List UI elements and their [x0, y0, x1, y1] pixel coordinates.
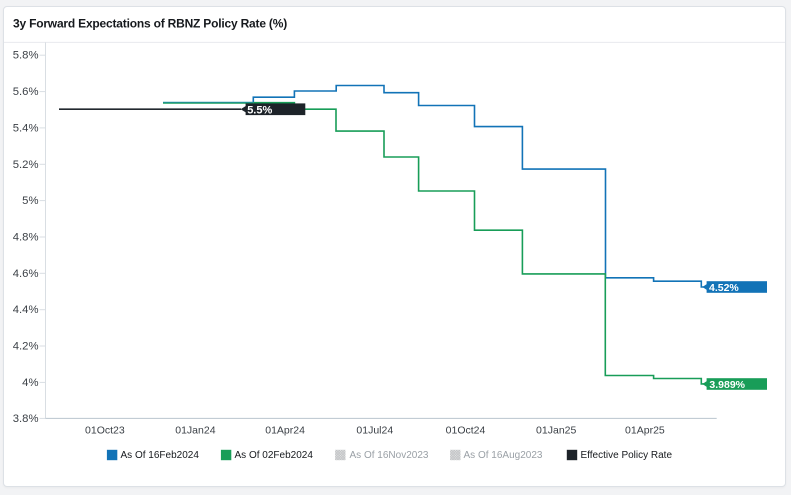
svg-text:01Apr24: 01Apr24: [265, 425, 305, 437]
svg-text:5%: 5%: [22, 195, 38, 207]
svg-text:4.4%: 4.4%: [13, 304, 39, 316]
svg-text:3y Forward Expectations of RBN: 3y Forward Expectations of RBNZ Policy R…: [13, 17, 287, 31]
svg-text:01Oct24: 01Oct24: [446, 425, 486, 437]
svg-text:4.8%: 4.8%: [13, 232, 39, 244]
svg-text:5.5%: 5.5%: [247, 104, 272, 116]
svg-text:4.6%: 4.6%: [13, 268, 39, 280]
svg-text:5.2%: 5.2%: [13, 159, 39, 171]
svg-text:01Jan25: 01Jan25: [536, 425, 576, 437]
svg-text:Effective Policy Rate: Effective Policy Rate: [581, 450, 673, 461]
svg-text:3.8%: 3.8%: [13, 413, 39, 425]
svg-text:4%: 4%: [22, 377, 38, 389]
svg-text:As Of 16Aug2023: As Of 16Aug2023: [464, 450, 543, 461]
svg-text:01Jan24: 01Jan24: [175, 425, 215, 437]
svg-text:As Of 02Feb2024: As Of 02Feb2024: [235, 450, 314, 461]
svg-text:01Jul24: 01Jul24: [356, 425, 393, 437]
svg-text:01Oct23: 01Oct23: [85, 425, 125, 437]
svg-text:3.989%: 3.989%: [709, 379, 745, 391]
svg-text:5.8%: 5.8%: [13, 50, 39, 62]
svg-text:4.52%: 4.52%: [709, 282, 739, 294]
svg-text:5.6%: 5.6%: [13, 86, 39, 98]
svg-text:4.2%: 4.2%: [13, 341, 39, 353]
svg-text:As Of 16Feb2024: As Of 16Feb2024: [121, 450, 200, 461]
svg-text:5.4%: 5.4%: [13, 122, 39, 134]
svg-text:01Apr25: 01Apr25: [625, 425, 665, 437]
svg-text:As Of 16Nov2023: As Of 16Nov2023: [350, 450, 429, 461]
